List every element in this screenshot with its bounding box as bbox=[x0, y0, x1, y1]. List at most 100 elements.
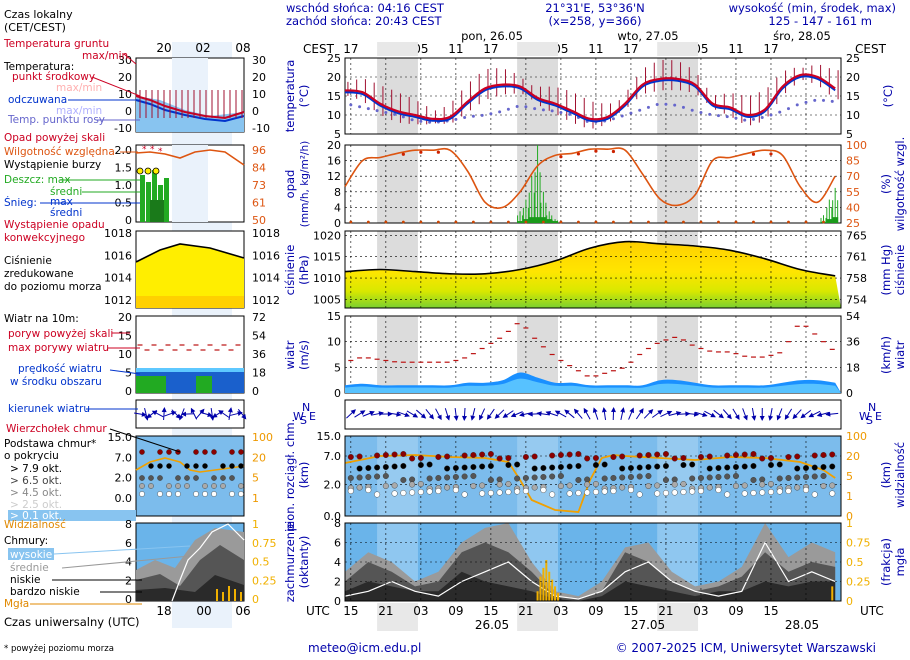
cloud-cover-ticks: 8 6 4 2 0 bbox=[334, 517, 341, 608]
precip-occurrence-dot bbox=[804, 220, 808, 224]
cloud-base-dot bbox=[680, 455, 687, 462]
cloud-base-dot bbox=[592, 462, 599, 469]
cloud-base-dot bbox=[654, 451, 661, 458]
legend-cloud-base-dot bbox=[139, 491, 145, 497]
precip-occurrence-dot bbox=[506, 220, 510, 224]
humidity-dot bbox=[611, 149, 616, 154]
utc-label-left: UTC bbox=[306, 604, 330, 618]
cloud-base-dot bbox=[654, 463, 661, 470]
tick-label: 100 bbox=[846, 139, 867, 152]
legend-wind-speed2: w środku obszaru bbox=[10, 376, 102, 388]
wind-arrow bbox=[494, 409, 505, 419]
wind-arrow-head bbox=[554, 410, 561, 416]
pressure-frame bbox=[344, 230, 842, 309]
felt-temperature-line bbox=[344, 75, 836, 123]
tick-label: 55 bbox=[846, 186, 860, 199]
cloud-base-dot bbox=[417, 462, 424, 469]
coordinates-text: 21°31'E, 53°36'N bbox=[545, 1, 645, 15]
cloud-base-panel: 15.0 7.0 2.0 0.0 100 20 5 1 0 bbox=[317, 430, 868, 523]
date-label-1: 26.05 bbox=[475, 618, 509, 632]
cloud-base-dot bbox=[750, 477, 757, 484]
legend-wind-arrow-head bbox=[212, 412, 218, 418]
legend-storm-dot bbox=[136, 167, 144, 175]
precip-occurrence-dot bbox=[489, 220, 493, 224]
date-label-2: 27.05 bbox=[631, 618, 665, 632]
legend-tick: 0 bbox=[125, 214, 132, 227]
legend-cloud-base-dot bbox=[220, 483, 226, 489]
wind-arrow bbox=[502, 410, 514, 418]
precipitation-ticks: 20 16 12 8 4 0 bbox=[327, 139, 341, 230]
cloud-base-dot bbox=[741, 482, 748, 489]
dewpoint-dot bbox=[419, 119, 423, 123]
legend-rain-mid: średni bbox=[50, 186, 82, 198]
tick-label: 15 bbox=[846, 90, 860, 103]
precip-occurrence-dot bbox=[612, 220, 615, 224]
bottom-hour-label: 15 bbox=[623, 604, 638, 618]
dewpoint-dot bbox=[646, 105, 650, 109]
wind-arrow bbox=[453, 407, 459, 421]
wind-arrow bbox=[610, 407, 616, 421]
legend-cl-vlow: bardzo niskie bbox=[10, 586, 80, 598]
wind-arrow-head bbox=[453, 415, 459, 421]
wind-arrow-head bbox=[808, 412, 815, 418]
tick-label: 10 bbox=[327, 336, 341, 349]
legend-okt-4: > 2.5 okt. bbox=[10, 499, 62, 511]
legend-tick-right: 96 bbox=[252, 144, 266, 157]
wind-arrow bbox=[759, 407, 765, 421]
cloud-base-dot bbox=[374, 464, 381, 471]
wind-arrow-head bbox=[784, 414, 790, 420]
press-axis-unit: (hPa) bbox=[297, 255, 311, 285]
footer: * powyżej poziomu morza meteo@icm.edu.pl… bbox=[4, 641, 876, 655]
fog-axis-unit: (frakcja) bbox=[879, 538, 893, 586]
tick-label: 10 bbox=[327, 109, 341, 122]
legend-cloud-base-dot bbox=[229, 491, 235, 497]
cloud-base-dot bbox=[461, 464, 468, 471]
fog-bar bbox=[551, 579, 554, 601]
cloud-base-dot bbox=[505, 462, 512, 469]
tick-label: 16 bbox=[327, 155, 341, 168]
legend-pressure2: zredukowane bbox=[4, 268, 74, 280]
precip-axis-unit: (mm/h, kg/m²/h) bbox=[299, 141, 311, 227]
legend-wind-arrow-head bbox=[218, 410, 224, 415]
wind-arrow bbox=[444, 408, 451, 421]
vis-axis-label: widzialność bbox=[893, 442, 907, 508]
night-band-bottom bbox=[517, 603, 558, 631]
dewpoint-dot bbox=[533, 107, 537, 111]
legend-wind-arrow bbox=[218, 410, 230, 418]
tick-label: 1005 bbox=[313, 293, 341, 306]
legend-cloud-base-dot bbox=[175, 483, 181, 489]
cloud-base-dot bbox=[470, 452, 477, 459]
legend-snow: Śnieg: bbox=[4, 196, 37, 209]
tick-label: 5 bbox=[846, 470, 853, 483]
cloud-base-dots bbox=[347, 451, 836, 498]
legend-cloud-base-dot bbox=[184, 463, 190, 469]
dewpoint-dot bbox=[393, 112, 397, 116]
cloud-base-dot bbox=[697, 488, 704, 495]
cloud-base-dot bbox=[514, 475, 521, 482]
cloud-base-dot bbox=[636, 464, 643, 471]
cloud-base-dot bbox=[496, 489, 503, 496]
tick-label: 5 bbox=[846, 128, 853, 141]
wind-arrow bbox=[776, 408, 783, 421]
cloud-base-dot bbox=[662, 477, 669, 484]
wind-arrow bbox=[643, 408, 654, 419]
legend-tick: 0.0 bbox=[115, 492, 133, 505]
wind-axis-unit: (m/s) bbox=[297, 340, 311, 370]
cloud-base-dot bbox=[680, 462, 687, 469]
cloud-base-dot bbox=[549, 464, 556, 471]
fog-bar bbox=[545, 560, 548, 601]
wind-arrow bbox=[601, 407, 607, 421]
email-link[interactable]: meteo@icm.edu.pl bbox=[308, 641, 421, 655]
middle-clouds-line bbox=[344, 541, 836, 600]
cloud-base-dot bbox=[514, 461, 521, 468]
legend-cloud-base-dot bbox=[211, 483, 217, 489]
dewpoint-dot bbox=[384, 110, 388, 114]
wind-arrow bbox=[554, 410, 567, 418]
dewpoint-dot bbox=[454, 117, 458, 121]
wind-arrow-head bbox=[359, 410, 366, 416]
legend-wind-arrow bbox=[181, 411, 195, 417]
cloud-base-dot bbox=[566, 463, 573, 470]
cloud-base-dot bbox=[584, 481, 591, 488]
dewpoint-dot bbox=[471, 114, 475, 118]
